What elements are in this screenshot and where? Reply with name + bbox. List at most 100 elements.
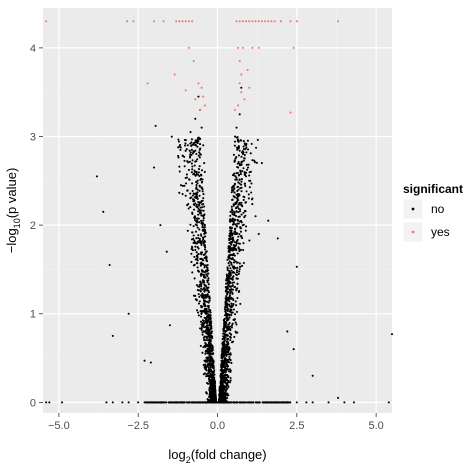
data-point-no [190, 260, 193, 264]
data-point-no [232, 203, 235, 206]
data-point-no [240, 190, 243, 193]
data-point-no [237, 160, 240, 164]
data-point-no [183, 138, 186, 142]
data-point-no [191, 194, 195, 197]
data-point-no [239, 208, 242, 211]
data-point-no [205, 368, 208, 371]
data-point-yes [251, 20, 254, 23]
data-point-no [190, 148, 193, 151]
data-point-no [198, 295, 201, 298]
data-point-no [210, 401, 213, 404]
data-point-no [198, 221, 201, 224]
data-point-no [218, 392, 221, 395]
data-point-no [223, 369, 226, 372]
data-point-no [148, 401, 151, 404]
data-point-no [200, 305, 203, 308]
data-point-no [205, 322, 208, 325]
data-point-no [234, 233, 237, 236]
data-point-yes [126, 20, 129, 23]
data-point-no [212, 375, 215, 379]
data-point-no [235, 210, 238, 213]
data-point-no [232, 275, 235, 278]
data-point-no [231, 311, 234, 314]
data-point-no [191, 182, 194, 185]
data-point-no [184, 149, 187, 152]
data-point-no [253, 159, 256, 162]
data-point-no [210, 388, 213, 391]
data-point-no [262, 401, 265, 404]
data-point-no [222, 398, 225, 401]
data-point-no [245, 163, 248, 166]
data-point-no [215, 401, 218, 404]
data-point-no [193, 239, 196, 242]
data-point-no [201, 288, 204, 291]
data-point-no [242, 148, 245, 151]
data-point-no [256, 138, 259, 141]
data-point-no [231, 213, 234, 216]
data-point-no [196, 182, 199, 185]
data-point-no [226, 291, 229, 294]
data-point-no [137, 401, 140, 404]
data-point-no [200, 177, 203, 180]
data-point-no [198, 194, 201, 197]
data-point-no [193, 141, 196, 144]
data-point-no [242, 140, 245, 143]
data-point-no [224, 320, 227, 324]
data-point-no [202, 373, 205, 376]
data-point-no [206, 333, 209, 336]
data-point-no [244, 229, 247, 232]
data-point-no [229, 226, 232, 229]
data-point-no [204, 284, 207, 287]
data-point-no [193, 216, 197, 219]
data-point-no [244, 148, 247, 151]
data-point-no [223, 308, 226, 311]
data-point-yes [295, 20, 298, 23]
data-point-no [228, 296, 231, 299]
data-point-no [226, 285, 229, 289]
legend-title: significant [403, 182, 463, 196]
data-point-no [203, 170, 206, 173]
data-point-no [195, 237, 198, 240]
data-point-no [226, 309, 229, 312]
data-point-no [237, 203, 240, 206]
data-point-no [239, 265, 242, 268]
data-point-no [204, 248, 207, 251]
data-point-no [251, 159, 254, 162]
data-point-no [229, 289, 232, 292]
data-point-no [230, 238, 234, 241]
data-point-no [186, 144, 189, 147]
data-point-yes [245, 20, 248, 23]
data-point-no [229, 376, 232, 380]
data-point-no [108, 263, 111, 267]
data-point-no [201, 199, 204, 202]
data-point-no [207, 366, 210, 369]
data-point-no [240, 183, 243, 186]
data-point-no [196, 179, 199, 182]
x-tick-label: −2.5 [127, 420, 149, 432]
y-tick-label: 3 [30, 132, 36, 144]
data-point-no [229, 336, 232, 339]
data-point-no [230, 269, 233, 272]
data-point-no [230, 189, 234, 192]
data-point-no [244, 401, 247, 404]
data-point-no [190, 144, 193, 147]
x-axis-title: log2(fold change) [168, 447, 266, 465]
data-point-no [195, 192, 198, 195]
data-point-no [211, 392, 215, 395]
data-point-no [183, 144, 187, 147]
data-point-no [202, 336, 205, 340]
data-point-yes [289, 20, 292, 23]
data-point-no [170, 401, 173, 404]
data-point-no [236, 296, 239, 300]
x-axis-title-prefix: log [168, 447, 185, 462]
data-point-no [195, 184, 198, 187]
legend-key-dot-no [411, 207, 415, 211]
data-point-no [244, 201, 248, 204]
data-point-no [225, 397, 229, 400]
data-point-no [177, 401, 180, 404]
data-point-no [228, 264, 231, 267]
data-point-no [250, 191, 253, 194]
data-point-no [207, 334, 210, 337]
data-point-no [250, 142, 253, 145]
data-point-no [231, 271, 234, 274]
